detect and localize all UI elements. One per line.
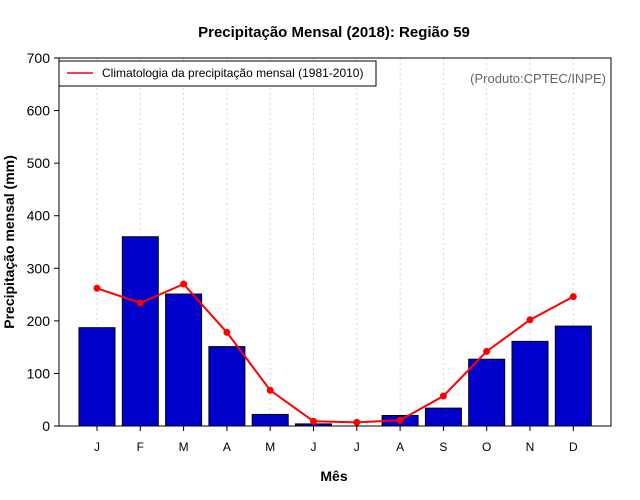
y-tick-label: 500 (27, 155, 51, 171)
climatology-point-9 (483, 347, 491, 355)
chart-title: Precipitação Mensal (2018): Região 59 (198, 24, 470, 41)
x-axis-label: Mês (320, 468, 347, 484)
bar-9 (468, 358, 506, 427)
y-tick-label: 400 (27, 208, 51, 224)
x-tick-label: J (311, 440, 317, 454)
climatology-point-10 (526, 316, 534, 324)
climatology-point-11 (569, 293, 577, 301)
bar-11 (554, 325, 592, 427)
climatology-point-5 (310, 417, 317, 425)
climatology-point-6 (353, 418, 361, 426)
y-axis: 0 100 200 300 400 500 600 700 (27, 50, 59, 434)
y-tick-label: 200 (27, 313, 51, 329)
x-tick-label: A (223, 440, 231, 454)
y-tick-label: 300 (27, 260, 51, 276)
x-tick-label: O (482, 440, 491, 454)
bar-2 (165, 293, 203, 427)
climatology-line-series (93, 280, 577, 426)
y-tick-label: 100 (27, 365, 51, 381)
climatology-point-2 (180, 280, 188, 288)
y-tick-label: 600 (27, 103, 51, 119)
climatology-point-7 (396, 416, 404, 424)
x-tick-label: S (439, 440, 447, 454)
climatology-point-8 (439, 392, 447, 400)
climatology-point-0 (93, 284, 101, 292)
y-tick-label: 700 (27, 50, 51, 66)
x-tick-label: M (179, 440, 189, 454)
legend: Climatologia da precipitação mensal (198… (58, 60, 377, 87)
bar-8 (424, 407, 462, 427)
y-tick-label: 0 (42, 418, 50, 434)
x-tick-label: J (94, 440, 100, 454)
x-tick-label: N (526, 440, 535, 454)
legend-box (58, 60, 377, 87)
credit-annotation: (Produto:CPTEC/INPE) (470, 71, 606, 86)
y-axis-label: Precipitação mensal (mm) (1, 155, 17, 329)
x-tick-label: J (354, 440, 360, 454)
x-tick-label: D (569, 440, 578, 454)
legend-label: Climatologia da precipitação mensal (198… (102, 66, 363, 80)
x-tick-label: A (396, 440, 404, 454)
bar-1 (121, 236, 159, 427)
bar-0 (78, 327, 116, 427)
x-tick-label: F (137, 440, 144, 454)
bar-3 (208, 346, 246, 427)
climatology-point-1 (136, 299, 144, 307)
climatology-line (96, 282, 574, 424)
climatology-point-3 (223, 328, 231, 336)
bar-4 (251, 413, 289, 427)
bar-10 (511, 340, 549, 427)
climatology-point-4 (266, 386, 274, 394)
x-tick-label: M (265, 440, 275, 454)
plot-frame (58, 57, 612, 427)
